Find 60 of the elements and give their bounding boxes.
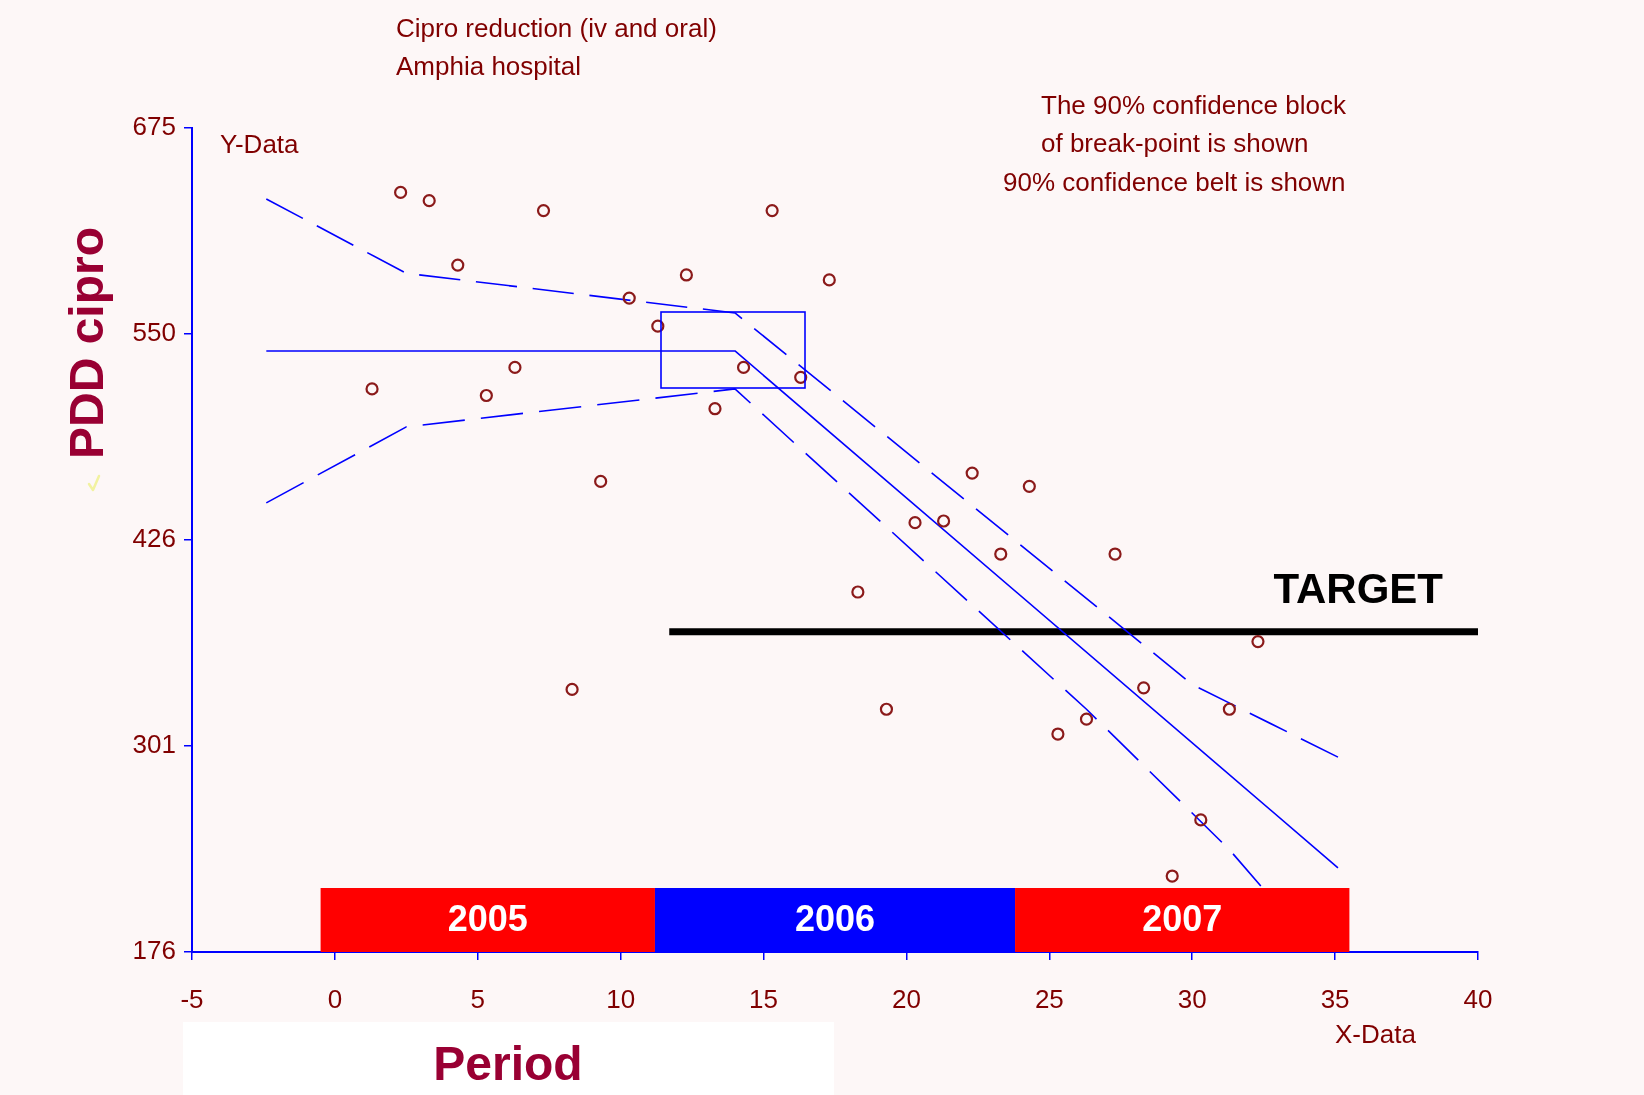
point	[1051, 727, 1065, 741]
point	[908, 516, 922, 530]
x-tick-label: 10	[606, 983, 636, 1014]
band-label: 2007	[1142, 897, 1223, 939]
annotation: 90% confidence belt is shown	[1003, 166, 1346, 199]
point	[1137, 681, 1151, 695]
point	[651, 319, 665, 333]
x-axis-title: Period	[433, 1037, 583, 1091]
point	[536, 203, 551, 218]
point	[1022, 479, 1036, 493]
x-tick-label: 35	[1320, 983, 1350, 1014]
x-tick-label: 20	[891, 983, 921, 1014]
point	[508, 360, 522, 375]
point	[679, 268, 693, 282]
point	[365, 382, 379, 396]
annotation: The 90% confidence block of break-point is shown	[1041, 89, 1346, 160]
point	[394, 185, 408, 199]
point	[794, 370, 808, 384]
x-tick-label: 0	[327, 983, 343, 1014]
x-tick-label: -5	[180, 983, 204, 1014]
point	[965, 466, 979, 480]
point	[994, 547, 1008, 561]
point	[622, 291, 636, 305]
y-tick-label: 675	[132, 111, 176, 142]
x-tick-label: 30	[1177, 983, 1207, 1014]
x-tick-label: 15	[749, 983, 779, 1014]
point	[422, 194, 436, 208]
x-tick-label: 25	[1034, 983, 1064, 1014]
x-tick-label: 5	[470, 983, 486, 1014]
point	[1251, 634, 1265, 649]
series-label: TARGET	[1273, 565, 1444, 613]
point	[708, 402, 722, 416]
point	[822, 273, 836, 287]
point	[565, 682, 579, 697]
y-axis-title: PDD cipro	[60, 226, 114, 460]
point	[851, 585, 865, 599]
band-label: 2005	[447, 897, 528, 939]
y-tick-label: 301	[132, 729, 176, 760]
point	[937, 514, 951, 528]
point	[451, 258, 465, 272]
point	[1108, 547, 1122, 561]
y-tick-label: 426	[132, 523, 176, 554]
chart-subtitle: Amphia hospital	[396, 50, 581, 83]
point	[879, 702, 894, 716]
annotation: Y-Data	[220, 128, 299, 161]
point	[1222, 702, 1236, 716]
point	[1165, 869, 1179, 883]
y-tick-label: 176	[132, 935, 176, 966]
point	[1194, 813, 1208, 827]
line-series	[265, 388, 1262, 887]
point	[594, 474, 608, 488]
point	[479, 388, 493, 403]
x-tick-label: 40	[1463, 983, 1493, 1014]
chart-title: Cipro reduction (iv and oral)	[396, 12, 717, 45]
point	[736, 360, 751, 375]
y-tick-label: 550	[132, 317, 176, 348]
point	[765, 203, 779, 218]
point	[1079, 712, 1094, 726]
band-label: 2006	[794, 897, 876, 939]
text: X-Data	[1335, 1018, 1416, 1051]
